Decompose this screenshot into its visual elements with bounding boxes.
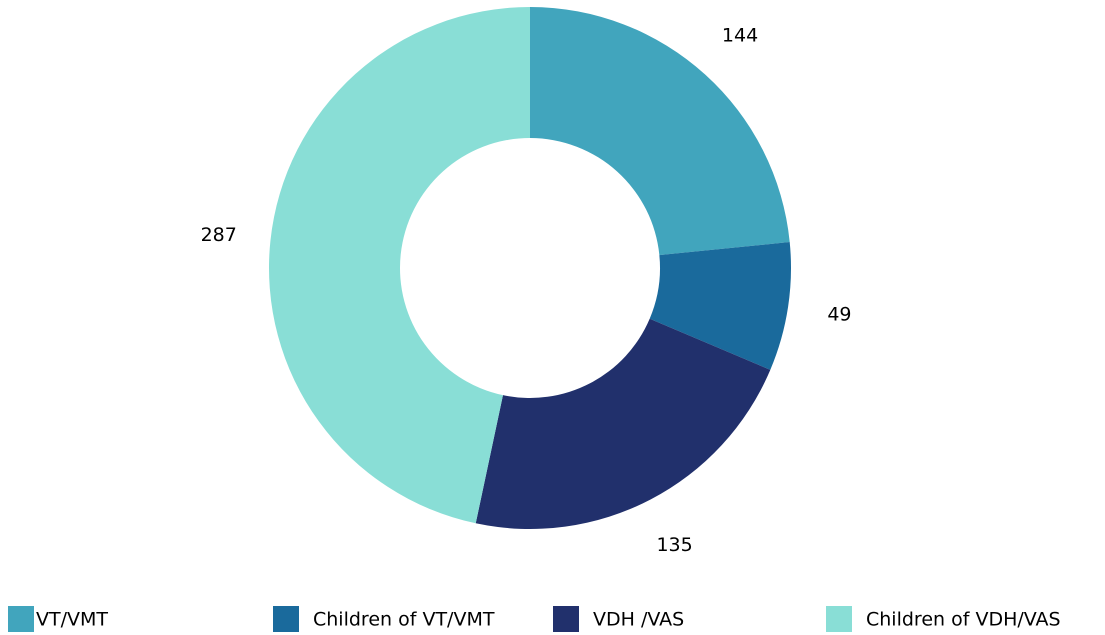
- data-label: 287: [201, 224, 237, 246]
- data-label: 135: [656, 534, 692, 556]
- legend-label: Children of VDH/VAS: [866, 609, 1061, 631]
- legend-swatch: [8, 606, 34, 632]
- legend-swatch: [826, 606, 852, 632]
- legend-swatch: [553, 606, 579, 632]
- donut-slice: [475, 318, 771, 529]
- data-label: 144: [722, 24, 758, 46]
- legend-label: VT/VMT: [36, 609, 108, 631]
- data-label: 49: [827, 303, 851, 325]
- legend-label: Children of VT/VMT: [313, 609, 495, 631]
- donut-slice: [530, 7, 790, 256]
- donut-slice: [649, 242, 791, 370]
- legend-label: VDH /VAS: [593, 609, 684, 631]
- donut-slice: [269, 7, 530, 524]
- legend-swatch: [273, 606, 299, 632]
